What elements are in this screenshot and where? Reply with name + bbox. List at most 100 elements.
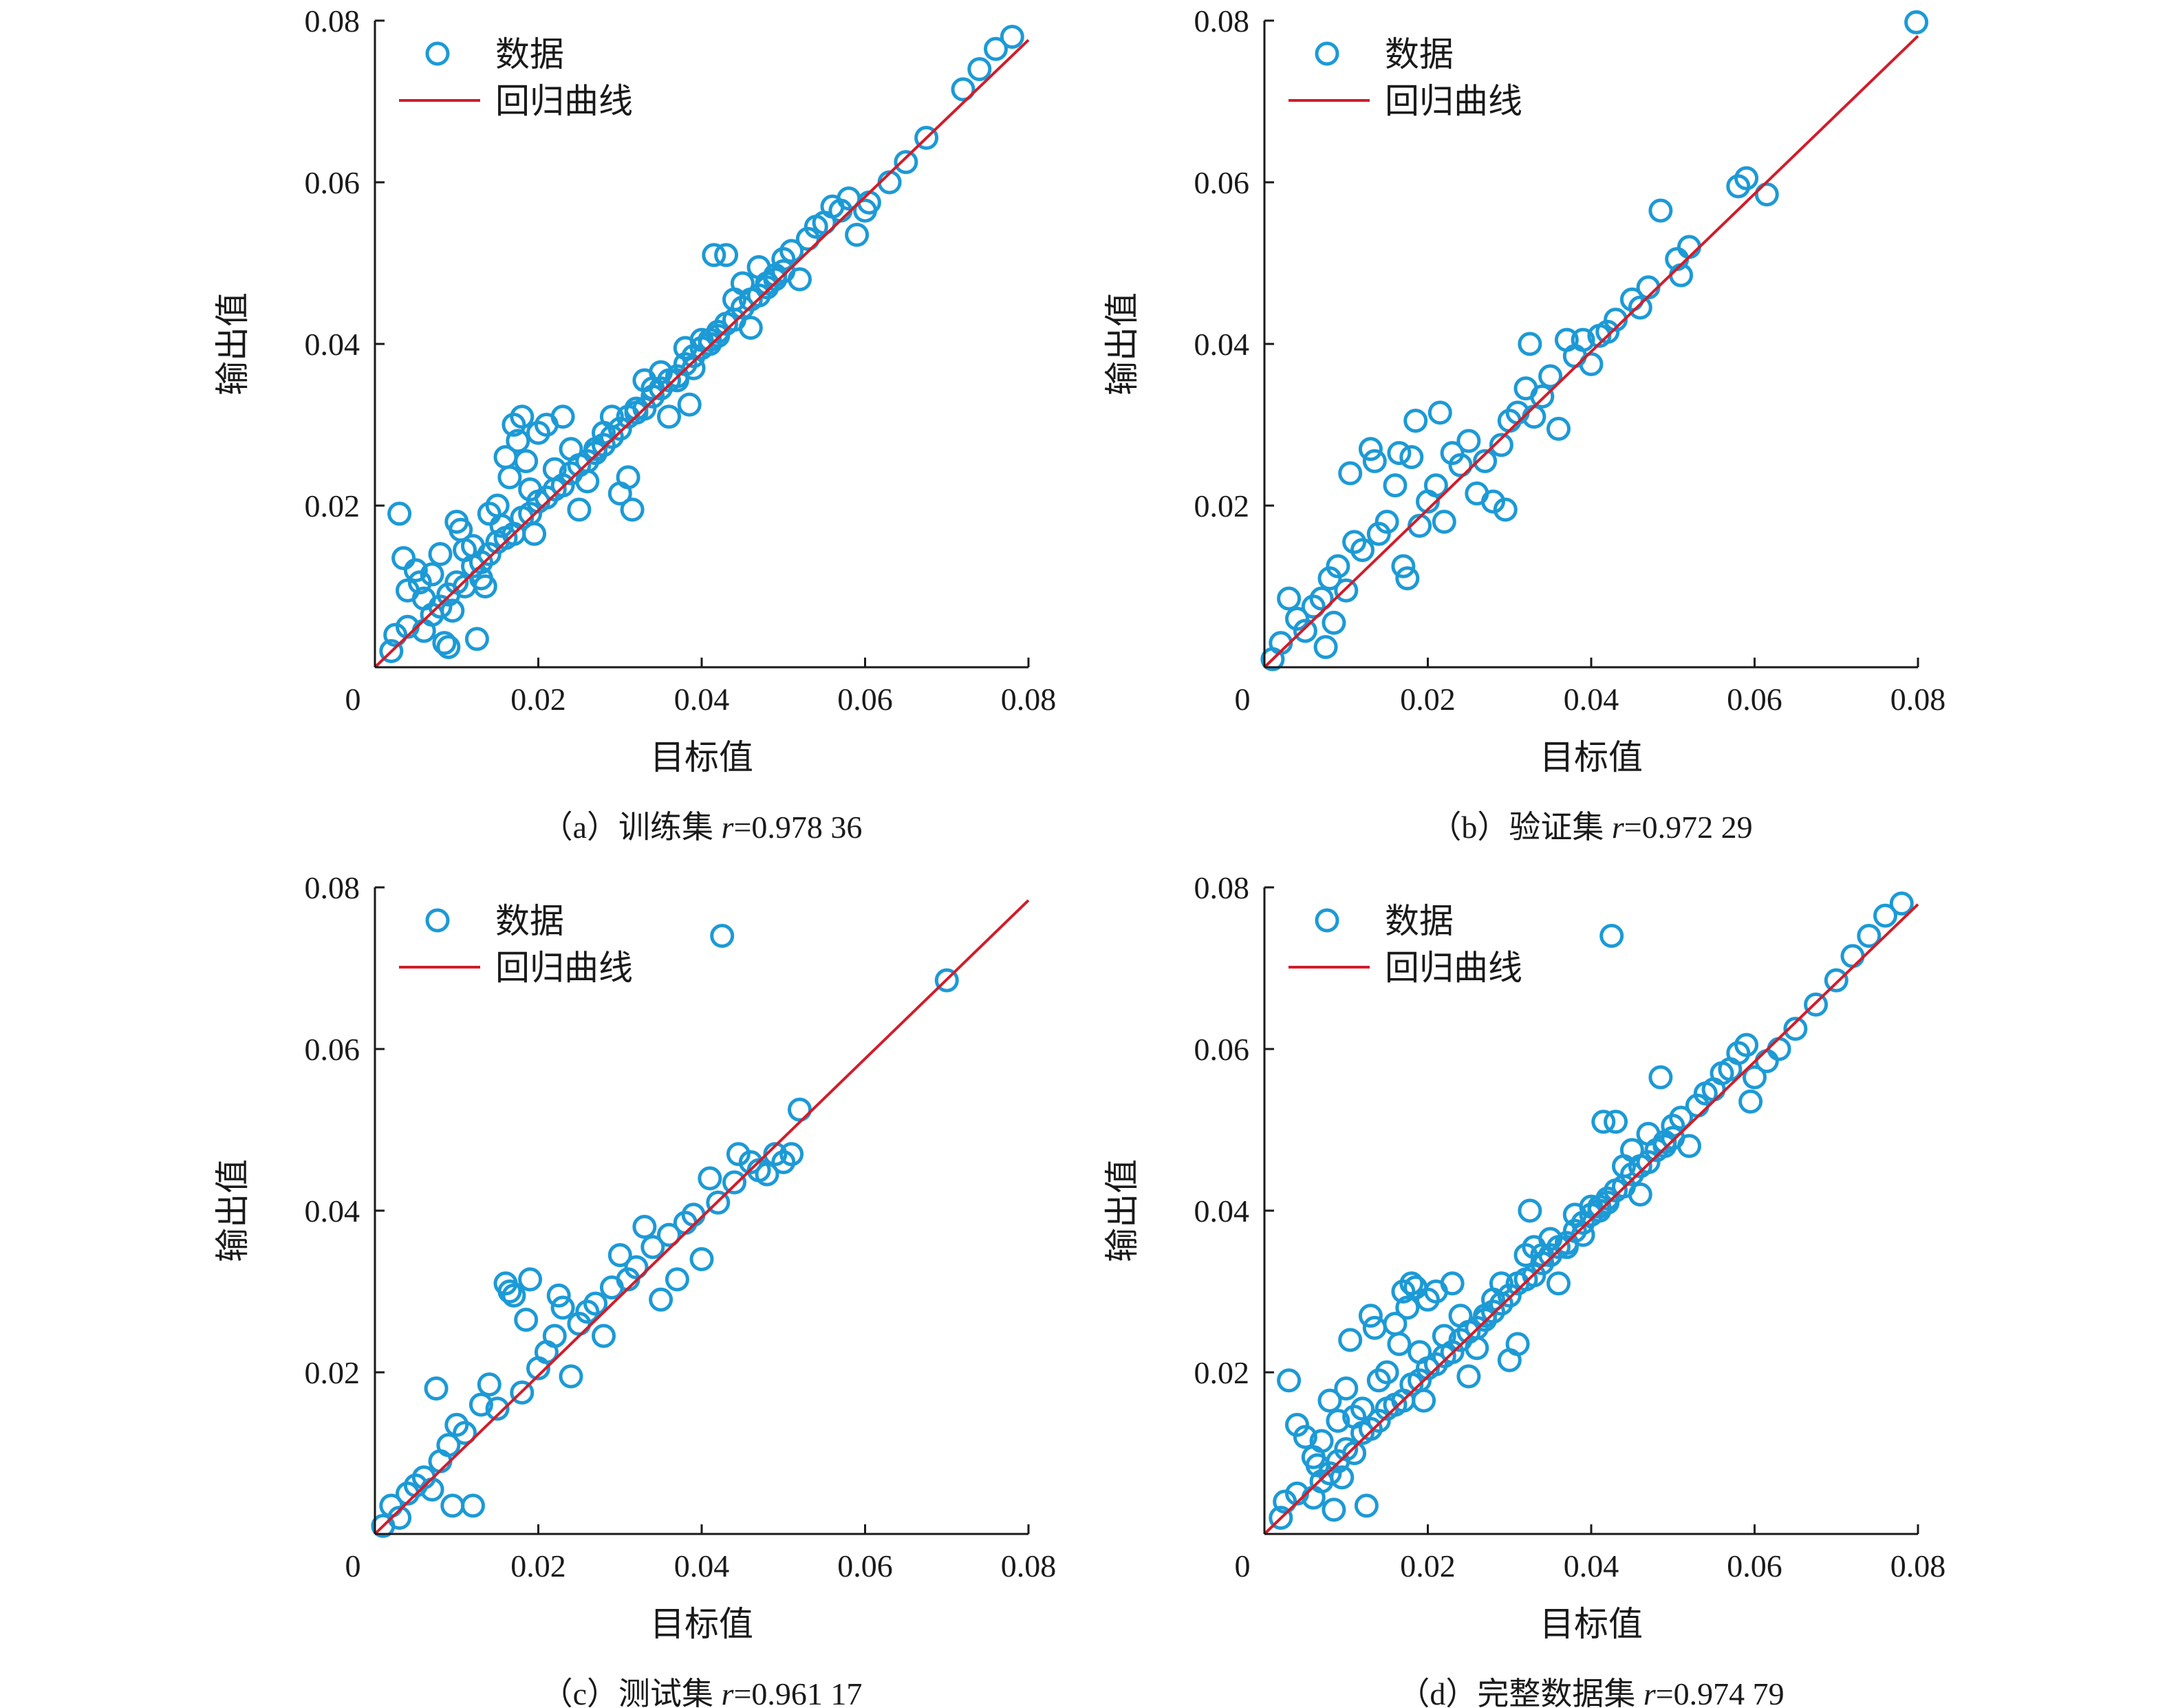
y-tick-label: 0.06 bbox=[305, 1032, 360, 1067]
data-point bbox=[640, 384, 665, 409]
y-tick-label: 0.02 bbox=[305, 1355, 360, 1390]
y-tick-label: 0.04 bbox=[1194, 1193, 1250, 1229]
data-point bbox=[526, 420, 550, 445]
x-tick-label: 0.08 bbox=[1890, 682, 1946, 717]
data-point bbox=[738, 1150, 763, 1174]
data-point bbox=[424, 1376, 449, 1401]
data-point bbox=[710, 924, 735, 948]
caption-prefix: （d）完整数据集 bbox=[1398, 1676, 1643, 1708]
data-point bbox=[706, 1190, 731, 1215]
data-point bbox=[616, 465, 640, 490]
data-point bbox=[592, 1323, 616, 1348]
data-point bbox=[706, 323, 731, 348]
x-tick-label: 0.08 bbox=[1890, 1548, 1946, 1583]
data-point bbox=[1754, 1049, 1779, 1074]
data-point bbox=[1595, 1190, 1620, 1215]
data-point bbox=[1648, 1065, 1673, 1090]
data-point bbox=[379, 639, 404, 663]
data-point bbox=[755, 1162, 779, 1187]
data-point bbox=[1374, 510, 1399, 534]
caption-r-symbol: r bbox=[1643, 1676, 1657, 1708]
data-point bbox=[1309, 1469, 1334, 1494]
data-point bbox=[1734, 166, 1759, 191]
data-point bbox=[1416, 1287, 1440, 1312]
data-point bbox=[1661, 1114, 1685, 1138]
data-point bbox=[1354, 1493, 1379, 1518]
data-point bbox=[1403, 409, 1428, 433]
data-point bbox=[771, 259, 796, 283]
chart-panel-d: 0 0.02 0.04 0.06 0.08 0.02 0.04 0.06 0.08 目标值 输出值 数… bbox=[1103, 870, 1945, 1708]
data-point bbox=[681, 344, 706, 369]
data-point bbox=[387, 501, 412, 526]
data-point bbox=[1269, 1506, 1293, 1530]
data-point bbox=[1591, 1110, 1616, 1134]
legend-data-marker bbox=[1315, 908, 1339, 933]
data-point bbox=[1538, 364, 1563, 389]
data-point bbox=[1448, 1328, 1473, 1352]
data-point bbox=[1648, 198, 1673, 223]
data-point bbox=[1374, 1360, 1399, 1385]
data-point bbox=[391, 545, 416, 570]
legend-data-label: 数据 bbox=[1385, 902, 1454, 940]
chart-panel-a: 0 0.02 0.04 0.06 0.08 0.02 0.04 0.06 0.08 目标值 输出值 数… bbox=[213, 3, 1056, 845]
data-point bbox=[673, 352, 698, 376]
data-point bbox=[726, 1142, 751, 1167]
data-point bbox=[1309, 1429, 1334, 1453]
data-point bbox=[1358, 437, 1383, 462]
data-point bbox=[649, 376, 673, 401]
caption-prefix: （b）验证集 bbox=[1430, 810, 1612, 845]
data-point bbox=[1000, 25, 1024, 49]
caption-r-value: =0.978 36 bbox=[733, 810, 862, 845]
data-point bbox=[1423, 1352, 1448, 1376]
data-point bbox=[722, 307, 746, 332]
data-point bbox=[934, 968, 959, 993]
data-point bbox=[387, 1506, 412, 1530]
data-point bbox=[1738, 1089, 1763, 1114]
data-point bbox=[702, 243, 726, 268]
x-tick-label: 0.02 bbox=[1400, 1548, 1456, 1583]
x-tick-label: 0.04 bbox=[1564, 682, 1619, 717]
data-point bbox=[599, 424, 624, 449]
data-point bbox=[1857, 924, 1882, 948]
data-point bbox=[1366, 1368, 1391, 1393]
x-tick-label: 0.02 bbox=[1400, 682, 1456, 717]
data-point bbox=[730, 295, 755, 320]
data-point bbox=[1677, 235, 1701, 259]
data-point bbox=[559, 461, 583, 486]
y-tick-label: 0.08 bbox=[305, 870, 360, 905]
legend-data-marker bbox=[425, 41, 450, 66]
data-point bbox=[1628, 295, 1652, 320]
x-tick-label: 0.04 bbox=[1564, 1548, 1619, 1583]
data-point bbox=[575, 448, 600, 473]
data-point bbox=[1840, 944, 1865, 969]
data-point bbox=[1726, 174, 1751, 199]
data-point bbox=[1366, 1409, 1391, 1433]
panel-caption: （c）测试集 r=0.961 17 bbox=[541, 1676, 863, 1708]
data-point bbox=[1322, 610, 1346, 635]
data-point bbox=[1334, 1376, 1359, 1401]
data-point bbox=[665, 364, 689, 389]
data-point bbox=[698, 1166, 722, 1191]
scatter-points bbox=[371, 924, 959, 1538]
data-point bbox=[714, 243, 739, 268]
y-axis-label: 输出值 bbox=[213, 1159, 252, 1262]
data-point bbox=[1604, 1110, 1628, 1134]
data-point bbox=[607, 416, 632, 441]
data-point bbox=[453, 574, 477, 598]
legend-fit-label: 回归曲线 bbox=[1385, 949, 1522, 987]
data-point bbox=[1481, 1299, 1505, 1324]
data-point bbox=[624, 1255, 649, 1279]
data-point bbox=[1754, 182, 1779, 207]
data-point bbox=[795, 226, 820, 251]
data-point bbox=[1383, 473, 1408, 498]
data-point bbox=[1293, 1425, 1317, 1449]
y-axis-label: 输出值 bbox=[1103, 1159, 1141, 1262]
data-point bbox=[485, 1396, 510, 1421]
data-point bbox=[510, 404, 535, 429]
data-point bbox=[432, 631, 457, 656]
data-point bbox=[1423, 473, 1448, 498]
caption-r-value: =0.961 17 bbox=[733, 1676, 862, 1708]
x-tick-label: 0.08 bbox=[1001, 682, 1057, 717]
